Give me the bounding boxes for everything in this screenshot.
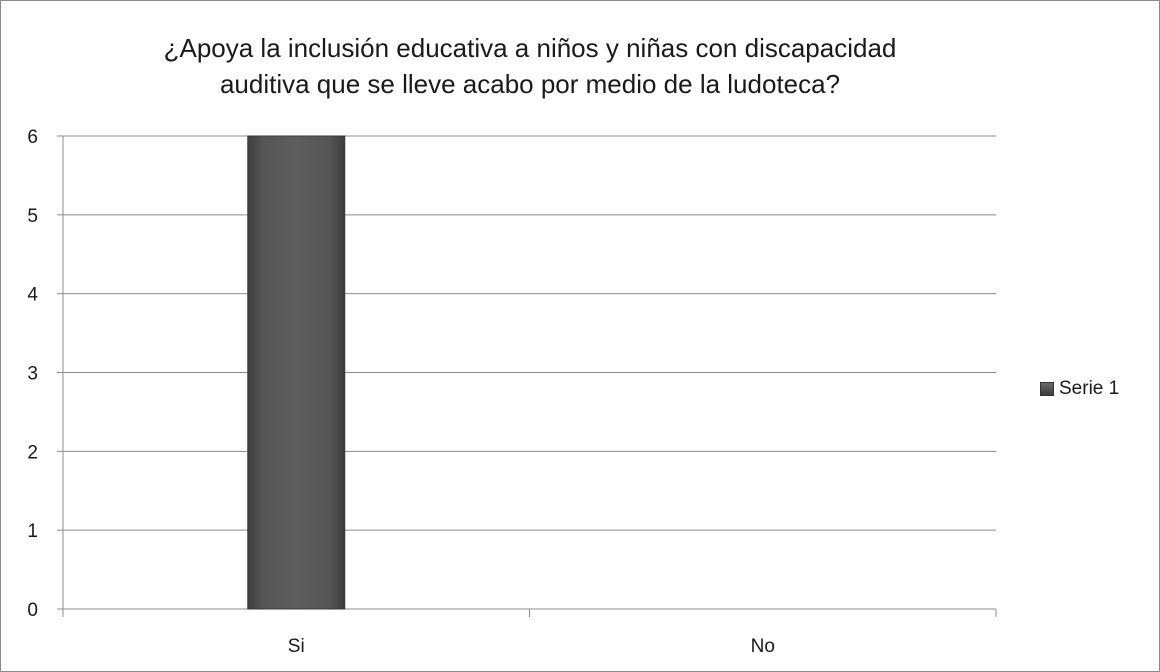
chart-title-line-1: ¿Apoya la inclusión educativa a niños y … xyxy=(163,33,897,63)
x-tick-label-si: Si xyxy=(288,636,305,657)
y-tick-label-0: 0 xyxy=(27,600,38,621)
legend-label-serie-1: Serie 1 xyxy=(1059,378,1120,399)
x-tick-label-no: No xyxy=(751,636,775,657)
gridlines xyxy=(63,135,996,531)
legend-swatch-serie-1 xyxy=(1040,382,1054,396)
chart-title-line-2: auditiva que se lleve acabo por medio de… xyxy=(219,69,841,99)
chart-title: ¿Apoya la inclusión educativa a niños y … xyxy=(60,30,1000,102)
bar-si xyxy=(247,135,346,610)
axes xyxy=(57,135,997,617)
y-tick-label-6: 6 xyxy=(27,127,38,148)
y-tick-label-3: 3 xyxy=(27,364,38,385)
tick-labels: 0 1 2 3 4 5 6 Si No xyxy=(27,127,774,657)
y-tick-label-2: 2 xyxy=(27,442,38,463)
y-tick-label-4: 4 xyxy=(27,285,38,306)
y-tick-label-1: 1 xyxy=(27,521,38,542)
y-tick-label-5: 5 xyxy=(27,206,38,227)
legend: Serie 1 xyxy=(1040,378,1119,400)
bars xyxy=(247,135,346,610)
